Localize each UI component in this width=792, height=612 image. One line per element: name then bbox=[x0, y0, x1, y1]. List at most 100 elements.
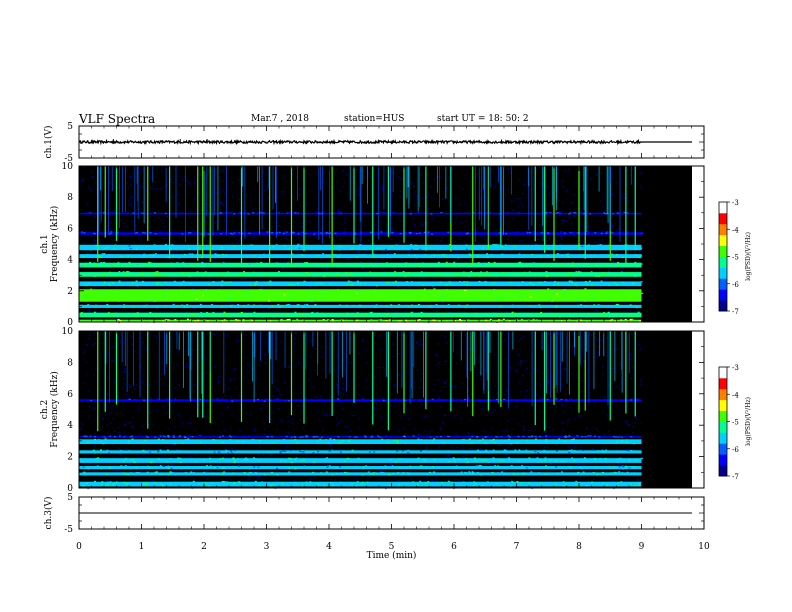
spectrogram-speckle bbox=[402, 427, 404, 430]
band-texture bbox=[88, 281, 91, 284]
spectrogram-speckle bbox=[192, 469, 195, 471]
band-texture bbox=[538, 282, 541, 284]
spectrogram-speckle bbox=[342, 387, 344, 389]
band-texture bbox=[450, 254, 453, 256]
band-texture bbox=[117, 318, 120, 321]
band-texture bbox=[296, 304, 299, 306]
spectrogram-speckle bbox=[236, 339, 238, 341]
spectrogram-speckle bbox=[276, 182, 278, 184]
band-texture bbox=[310, 313, 313, 315]
spectrogram-speckle bbox=[456, 318, 459, 320]
band-texture bbox=[430, 306, 433, 309]
spectrogram-speckle bbox=[258, 365, 261, 367]
spectrogram-speckle bbox=[380, 349, 382, 351]
band-texture bbox=[327, 318, 330, 321]
spectrogram-speckle bbox=[193, 397, 196, 400]
band-texture bbox=[262, 213, 265, 215]
spectrogram-speckle bbox=[322, 228, 325, 230]
band-texture bbox=[580, 212, 583, 214]
spectrogram-speckle bbox=[324, 456, 326, 458]
spectrogram-speckle bbox=[277, 307, 279, 309]
spectrogram-speckle bbox=[231, 181, 234, 183]
spectrogram-speckle bbox=[334, 211, 337, 213]
spectrogram-speckle bbox=[560, 384, 562, 386]
colorbar-step bbox=[719, 203, 727, 207]
spectrogram-speckle bbox=[379, 470, 382, 472]
spectrogram-speckle bbox=[415, 196, 418, 198]
spectrogram-speckle bbox=[148, 411, 151, 414]
spectrogram-speckle bbox=[106, 405, 108, 408]
band-texture bbox=[510, 281, 513, 283]
spectrogram-speckle bbox=[123, 371, 125, 373]
spectrogram-speckle bbox=[526, 269, 529, 271]
spectrogram-speckle bbox=[587, 403, 589, 405]
spectrogram-speckle bbox=[512, 270, 515, 272]
spectrogram-speckle bbox=[340, 391, 342, 393]
band-texture bbox=[96, 262, 99, 265]
spectrogram-speckle bbox=[212, 333, 215, 335]
spectrogram-speckle bbox=[501, 480, 504, 482]
spectrogram-speckle bbox=[273, 196, 276, 198]
band-texture bbox=[202, 315, 205, 317]
spectrogram-speckle bbox=[621, 269, 624, 271]
spectrogram-speckle bbox=[172, 368, 175, 371]
spectrogram-speckle bbox=[245, 194, 248, 197]
band-texture bbox=[602, 263, 605, 266]
band-texture bbox=[261, 264, 264, 266]
band-texture bbox=[259, 256, 262, 259]
colorbar-step bbox=[719, 298, 727, 301]
spectrogram-speckle bbox=[280, 238, 282, 240]
spectrogram-speckle bbox=[223, 455, 226, 457]
spectrogram-speckle bbox=[209, 277, 211, 279]
band-texture bbox=[466, 304, 469, 306]
band-texture bbox=[107, 315, 110, 317]
spectrogram-speckle bbox=[298, 341, 300, 343]
spectrogram-speckle bbox=[278, 396, 281, 398]
spectrogram-speckle bbox=[208, 194, 210, 197]
spectrogram-speckle bbox=[559, 252, 562, 254]
band-texture bbox=[321, 264, 324, 266]
spectrogram-speckle bbox=[88, 406, 91, 408]
spectrogram-speckle bbox=[599, 211, 601, 213]
spectrogram-speckle bbox=[556, 251, 558, 253]
band-texture bbox=[557, 282, 560, 284]
spectrogram-speckle bbox=[186, 311, 189, 313]
band-texture bbox=[362, 319, 365, 322]
spectrogram-speckle bbox=[250, 199, 252, 201]
spectrogram-speckle bbox=[515, 308, 517, 310]
figure-title: VLF Spectra bbox=[79, 112, 156, 126]
band-texture bbox=[151, 265, 154, 268]
band-texture bbox=[432, 285, 435, 287]
spectrogram-speckle bbox=[281, 229, 284, 231]
spectrogram-speckle bbox=[439, 426, 441, 428]
spectrogram-speckle bbox=[302, 427, 305, 429]
spectrogram-speckle bbox=[151, 188, 153, 190]
spectrogram-speckle bbox=[482, 331, 484, 334]
spectrogram-speckle bbox=[141, 398, 144, 400]
band-texture bbox=[576, 298, 579, 300]
colorbar-step bbox=[719, 236, 727, 239]
spectrogram-speckle bbox=[621, 288, 623, 290]
band-texture bbox=[200, 299, 203, 301]
band-texture bbox=[632, 315, 635, 317]
spectrogram-speckle bbox=[288, 426, 290, 428]
spectrogram-speckle bbox=[282, 420, 285, 422]
spectrogram-speckle bbox=[641, 447, 643, 449]
spectrogram-speckle bbox=[436, 364, 439, 366]
band-texture bbox=[125, 313, 128, 315]
spectrogram-speckle bbox=[531, 479, 533, 482]
spectrogram-speckle bbox=[250, 413, 252, 415]
band-texture bbox=[502, 274, 505, 277]
spectrogram-speckle bbox=[527, 406, 529, 408]
spectrogram-speckle bbox=[244, 339, 247, 341]
spectrogram-speckle bbox=[199, 199, 202, 201]
band-texture bbox=[546, 265, 549, 267]
band-texture bbox=[535, 244, 538, 246]
spectrogram-speckle bbox=[151, 424, 154, 426]
spectrogram-speckle bbox=[523, 398, 525, 400]
spectrogram-speckle bbox=[432, 194, 435, 196]
band-texture bbox=[563, 293, 566, 295]
spectrogram-speckle bbox=[327, 346, 329, 349]
band-texture bbox=[269, 283, 272, 285]
band-texture bbox=[131, 305, 134, 307]
